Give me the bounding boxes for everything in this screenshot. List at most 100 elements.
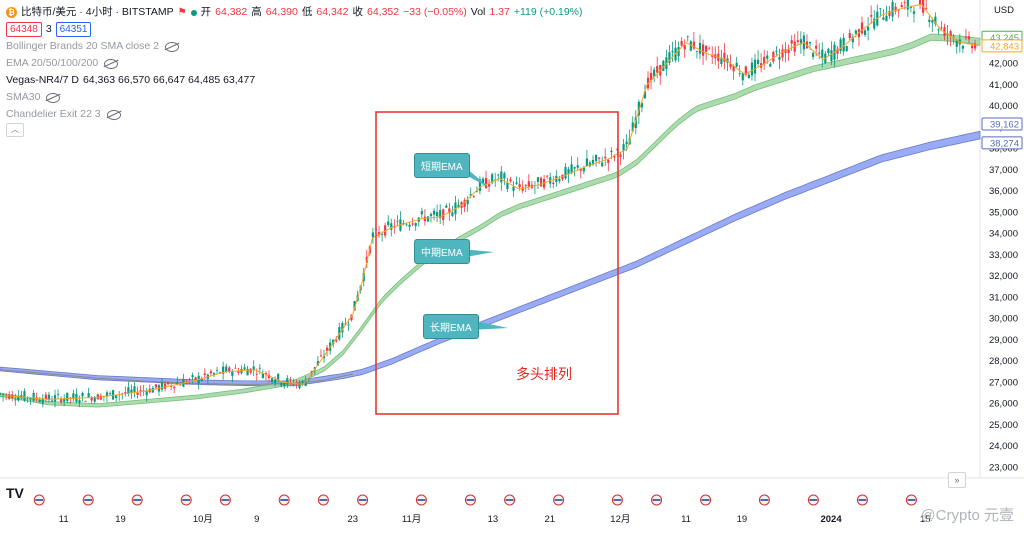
candle-body: [564, 166, 567, 179]
candle-body: [387, 221, 390, 226]
hidden-eye-icon[interactable]: [164, 41, 179, 52]
price-tag-label: 42,843: [990, 41, 1019, 52]
candle-body: [487, 184, 491, 187]
candle-body: [527, 181, 530, 187]
low-label: 低: [301, 6, 313, 18]
candle-body: [286, 378, 289, 385]
y-tick-label: 29,000: [989, 335, 1018, 346]
volume-value: 1.37: [489, 6, 510, 18]
candle-body: [203, 373, 206, 376]
candle-body: [506, 182, 509, 190]
candle-body: [588, 162, 592, 167]
candle-body: [231, 371, 234, 376]
candle-body: [591, 159, 595, 165]
candle-body: [133, 386, 136, 393]
candle-body: [405, 224, 408, 226]
candle-body: [463, 199, 466, 207]
candle-body: [735, 62, 738, 67]
x-tick-label: 9: [254, 514, 259, 525]
candle-body: [66, 392, 69, 401]
buy-price-button[interactable]: 64351: [55, 22, 92, 37]
candle-body: [723, 52, 726, 62]
y-tick-label: 31,000: [989, 292, 1018, 303]
candle-body: [380, 234, 384, 235]
candle-body: [429, 213, 433, 216]
indicator-row[interactable]: SMA30: [6, 89, 583, 106]
indicator-row[interactable]: Bollinger Brands 20 SMA close 2: [6, 38, 583, 55]
tradingview-logo[interactable]: TV: [6, 485, 24, 501]
candle-body: [839, 39, 842, 52]
candle-body: [298, 382, 301, 389]
candle-body: [594, 154, 598, 162]
candle-body: [212, 372, 216, 375]
candle-body: [619, 154, 622, 158]
candle-body: [307, 378, 310, 380]
long-ema-band: [0, 130, 981, 387]
candle-body: [784, 49, 787, 53]
candle-body: [885, 15, 888, 22]
candle-body: [561, 174, 564, 180]
candle-body: [649, 72, 653, 81]
candle-body: [961, 46, 964, 49]
chart-legend: ₿ 比特币/美元 · 4小时 · BITSTAMP ⚑ 开 64,382 高 64,…: [6, 4, 583, 137]
y-tick-label: 30,000: [989, 314, 1018, 325]
indicator-values: 64,363 66,570 66,647 64,485 63,477: [82, 74, 256, 86]
candle-body: [827, 48, 830, 53]
candle-body: [445, 205, 448, 208]
candle-body: [851, 37, 854, 43]
symbol-title[interactable]: 比特币/美元 · 4小时 · BITSTAMP: [21, 6, 174, 18]
candle-body: [252, 366, 255, 371]
candle-body: [750, 62, 754, 76]
candle-body: [350, 314, 353, 321]
candle-body: [848, 32, 851, 39]
candle-body: [108, 392, 112, 394]
candle-body: [411, 223, 414, 225]
hidden-eye-icon[interactable]: [46, 92, 61, 103]
candle-body: [536, 177, 540, 182]
candle-body: [906, 0, 909, 10]
price-tag: [981, 117, 1023, 131]
watermark: @Crypto 元壹: [920, 507, 1014, 524]
candle-body: [756, 59, 760, 64]
candle-body: [934, 16, 937, 25]
candle-body: [218, 372, 222, 374]
candle-body: [882, 17, 885, 20]
candle-body: [319, 355, 323, 357]
candle-body: [72, 393, 75, 399]
candle-body: [546, 175, 549, 177]
candle-body: [680, 40, 683, 46]
candle-body: [53, 395, 57, 402]
open-label: 开: [200, 6, 212, 18]
indicator-row[interactable]: Chandelier Exit 22 3: [6, 106, 583, 123]
candle-body: [552, 182, 555, 184]
indicator-row[interactable]: EMA 20/50/100/200: [6, 55, 583, 72]
hidden-eye-icon[interactable]: [106, 109, 121, 120]
candle-body: [115, 395, 118, 399]
collapse-legend-button[interactable]: ︿: [6, 123, 24, 137]
candle-body: [928, 19, 931, 22]
candle-body: [796, 40, 799, 43]
candle-body: [274, 379, 277, 383]
candle-body: [790, 40, 793, 44]
scroll-to-latest-button[interactable]: »: [948, 472, 966, 488]
candle-body: [726, 58, 729, 63]
flag-icon[interactable]: ⚑: [177, 7, 187, 18]
indicator-row[interactable]: Vegas-NR4/7 D 64,363 66,570 66,647 64,485…: [6, 72, 583, 89]
candle-body: [154, 384, 157, 388]
hidden-eye-icon[interactable]: [104, 58, 119, 69]
close-label: 收: [352, 6, 364, 18]
candle-body: [466, 199, 469, 205]
indicator-list: Bollinger Brands 20 SMA close 2 EMA 20/50…: [6, 38, 583, 123]
candle-body: [163, 383, 167, 389]
candle-body: [353, 300, 356, 311]
candle-body: [689, 41, 692, 51]
candle-body: [640, 102, 644, 108]
candle-body: [78, 400, 81, 403]
candle-body: [567, 169, 570, 175]
x-tick-label: 19: [115, 514, 126, 525]
candle-body: [84, 400, 87, 402]
sell-price-button[interactable]: 64348: [6, 22, 42, 37]
y-tick-label: 42,000: [989, 59, 1018, 70]
x-tick-label: 12月: [610, 514, 630, 525]
candle-body: [93, 397, 96, 402]
